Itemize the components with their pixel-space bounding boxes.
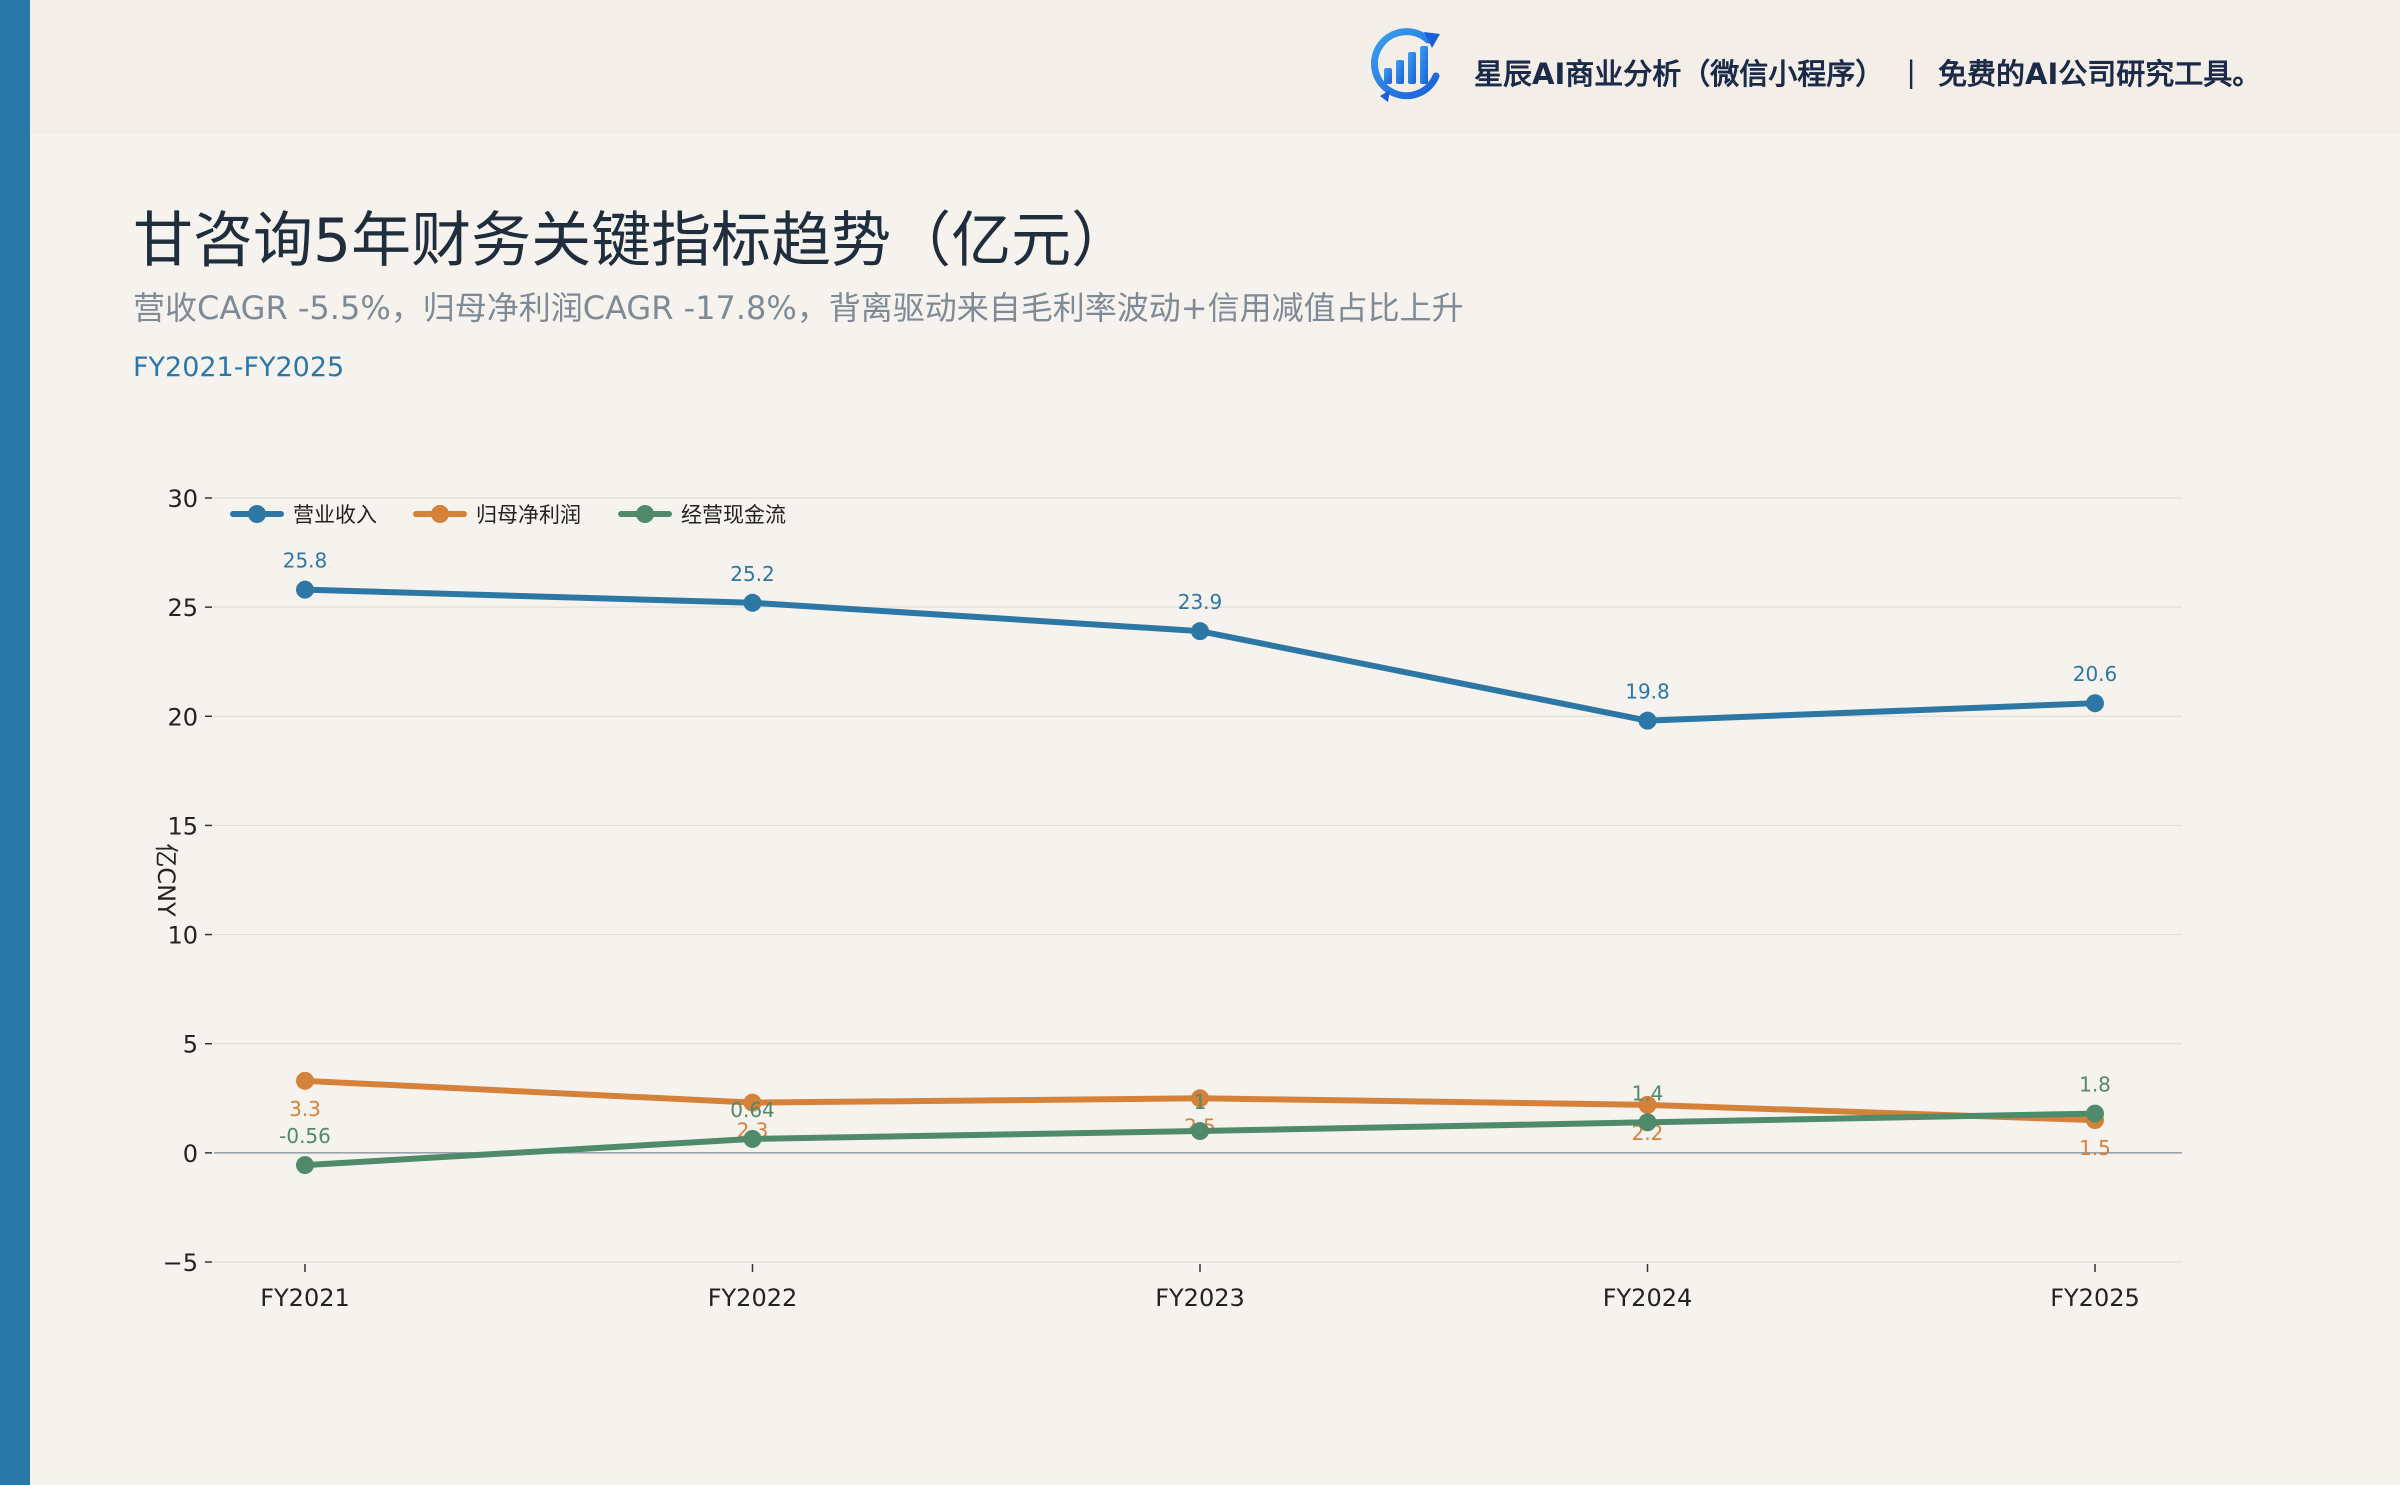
data-point xyxy=(1638,1113,1657,1132)
brand-text: 星辰AI商业分析（微信小程序） | 免费的AI公司研究工具。 xyxy=(1474,48,2261,96)
data-point xyxy=(743,1093,762,1112)
data-label: 3.3 xyxy=(289,1097,321,1121)
data-label: 19.8 xyxy=(1625,680,1670,704)
legend-swatch-marker xyxy=(248,505,266,523)
brand-separator: | xyxy=(1906,55,1917,89)
data-label: 1.8 xyxy=(2079,1073,2111,1097)
y-axis-label: 亿CNY xyxy=(152,843,180,917)
data-label: 1.4 xyxy=(1632,1081,1664,1105)
legend-label: 营业收入 xyxy=(293,503,377,527)
data-label: 25.8 xyxy=(283,549,328,573)
left-accent-bar xyxy=(0,0,30,1485)
x-tick-label: FY2025 xyxy=(2050,1284,2140,1312)
legend-label: 经营现金流 xyxy=(681,503,786,527)
data-point xyxy=(2086,694,2104,713)
data-point xyxy=(1191,1122,1209,1141)
data-label: 25.2 xyxy=(730,562,775,586)
y-tick-label: −5 xyxy=(163,1249,198,1277)
page-subtitle: 营收CAGR -5.5%，归母净利润CAGR -17.8%，背离驱动来自毛利率波… xyxy=(133,289,1464,327)
data-label: 1.5 xyxy=(2079,1136,2111,1160)
y-tick-label: 30 xyxy=(167,485,198,513)
brand-name: 星辰AI商业分析（微信小程序） xyxy=(1474,57,1885,91)
x-tick-label: FY2022 xyxy=(708,1284,798,1312)
page-title: 甘咨询5年财务关键指标趋势（亿元） xyxy=(133,206,1132,276)
data-label: -0.56 xyxy=(279,1124,331,1148)
y-tick-label: 25 xyxy=(167,594,198,622)
legend-swatch-marker xyxy=(431,505,449,523)
data-point xyxy=(1638,1095,1657,1114)
data-label: 0.64 xyxy=(730,1098,775,1122)
brand-header xyxy=(30,0,2400,134)
legend-label: 归母净利润 xyxy=(476,503,581,527)
y-tick-label: 0 xyxy=(183,1140,198,1168)
data-point xyxy=(743,1129,762,1148)
bar-chart-growth-icon xyxy=(1370,28,1440,102)
data-label: 20.6 xyxy=(2073,662,2118,686)
data-label: 1 xyxy=(1194,1090,1207,1114)
data-point xyxy=(2086,1104,2104,1123)
legend-swatch-marker xyxy=(636,505,654,523)
x-tick-label: FY2021 xyxy=(260,1284,350,1312)
data-point xyxy=(296,1071,314,1090)
data-point xyxy=(296,1156,314,1175)
data-label: 23.9 xyxy=(1178,590,1223,614)
x-tick-label: FY2024 xyxy=(1603,1284,1693,1312)
data-point xyxy=(1191,1089,1209,1108)
y-tick-label: 20 xyxy=(167,703,198,731)
y-tick-label: 5 xyxy=(183,1031,198,1059)
x-tick-label: FY2023 xyxy=(1155,1284,1245,1312)
data-point xyxy=(296,580,314,599)
data-point xyxy=(1638,711,1657,730)
period-label: FY2021-FY2025 xyxy=(133,352,345,383)
brand-tagline: 免费的AI公司研究工具。 xyxy=(1938,57,2262,91)
y-tick-label: 10 xyxy=(167,922,198,950)
y-tick-label: 15 xyxy=(167,812,198,840)
data-point xyxy=(743,593,762,612)
data-point xyxy=(1191,622,1209,641)
